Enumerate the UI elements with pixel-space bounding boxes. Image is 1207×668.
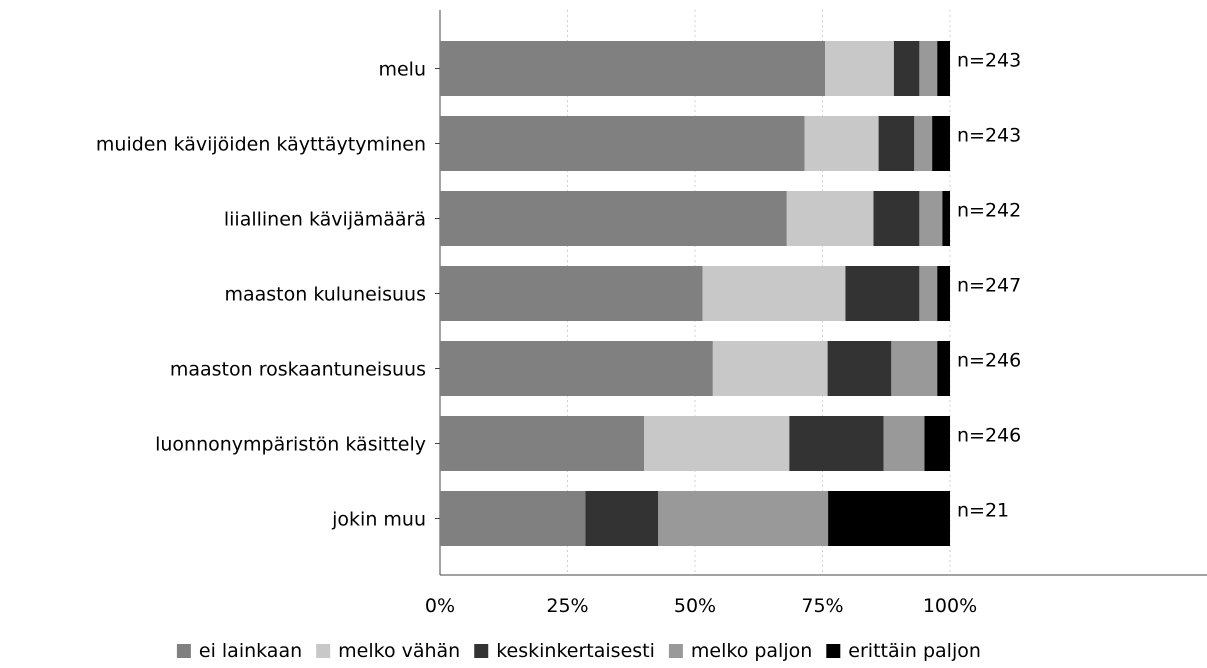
bar-segment [919,191,943,246]
bar-segment [893,41,920,96]
bar-segment [827,341,892,396]
bar-segment [658,491,829,546]
n-label: n=247 [957,275,1021,297]
legend-label: erittäin paljon [848,640,981,662]
bar-segment [919,41,938,96]
bar-segment [919,266,938,321]
bar-segment [828,491,950,546]
bar-segment [804,116,879,171]
n-label: n=243 [957,125,1021,147]
bar-segment [440,416,644,471]
n-label: n=21 [957,500,1009,522]
category-label: maaston kuluneisuus [224,284,426,306]
bar-segment [440,41,826,96]
bar-segment [440,191,787,246]
legend-label: keskinkertaisesti [496,640,655,662]
x-tick-label: 50% [674,595,716,617]
bar-segment [585,491,659,546]
x-tick-label: 0% [425,595,455,617]
legend-swatch [176,644,191,658]
bar-segment [644,416,790,471]
bar-segment [440,266,703,321]
bar-segment [845,266,920,321]
bar-segment [825,41,894,96]
legend-swatch [474,644,489,658]
bar-segment [786,191,874,246]
bar-segment [873,191,920,246]
bar-segment [937,266,950,321]
legend-swatch [316,644,331,658]
n-label: n=246 [957,350,1021,372]
bar-segment [932,116,950,171]
n-label: n=246 [957,425,1021,447]
bar-segment [891,341,938,396]
bar-segment [942,191,950,246]
category-label: luonnonympäristön käsittely [155,434,426,456]
bar-segment [883,416,925,471]
bar-segment [440,341,713,396]
bar-segment [440,491,586,546]
bar-segment [440,116,805,171]
category-label: melu [378,59,426,81]
x-tick-label: 75% [801,595,843,617]
bar-segment [914,116,933,171]
bar-segment [712,341,828,396]
n-label: n=242 [957,200,1021,222]
category-label: muiden kävijöiden käyttäytyminen [96,134,426,156]
category-label: jokin muu [331,509,426,531]
legend-label: ei lainkaan [199,640,302,662]
category-label: maaston roskaantuneisuus [170,359,426,381]
bar-segment [937,341,950,396]
x-tick-label: 100% [923,595,977,617]
legend-label: melko paljon [691,640,812,662]
legend-label: melko vähän [338,640,460,662]
n-label: n=243 [957,50,1021,72]
legend-swatch [668,644,683,658]
bar-segment [878,116,915,171]
bar-segment [937,41,950,96]
category-label: liiallinen kävijämäärä [224,209,426,231]
bar-segment [924,416,950,471]
bar-segment [702,266,846,321]
x-tick-label: 25% [546,595,588,617]
bar-segment [789,416,884,471]
legend-swatch [826,644,841,658]
